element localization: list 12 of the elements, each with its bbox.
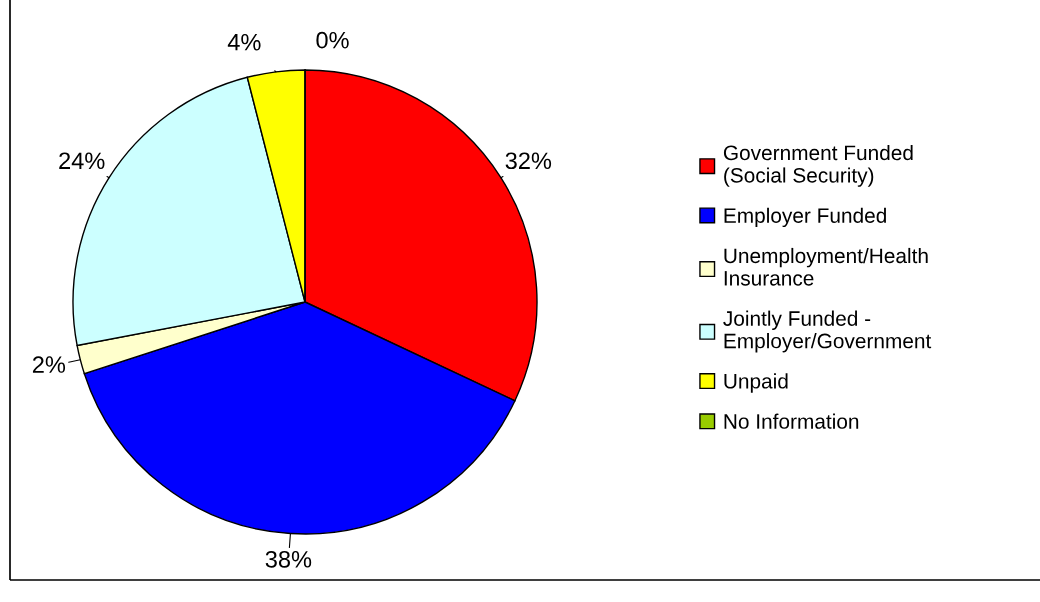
- legend-label: Unpaid: [724, 373, 788, 393]
- data-label: 24%: [59, 152, 105, 170]
- data-label: 38%: [265, 550, 312, 568]
- data-label: 2%: [32, 356, 66, 373]
- legend-label: Unemployment/Health Insurance: [724, 247, 928, 286]
- legend-label: Government Funded (Social Security): [723, 144, 913, 187]
- data-label: 32%: [505, 152, 552, 170]
- legend-label: No Information: [724, 413, 859, 429]
- legend-label: Jointly Funded - Employer/Government: [723, 310, 932, 353]
- text: 0%: [316, 31, 349, 49]
- data-label: 4%: [227, 33, 261, 51]
- legend-label: Employer Funded: [724, 207, 886, 228]
